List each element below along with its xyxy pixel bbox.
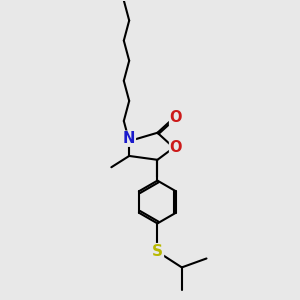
Text: S: S <box>152 244 163 259</box>
Text: O: O <box>169 140 182 155</box>
Text: O: O <box>169 110 182 125</box>
Text: N: N <box>123 131 135 146</box>
